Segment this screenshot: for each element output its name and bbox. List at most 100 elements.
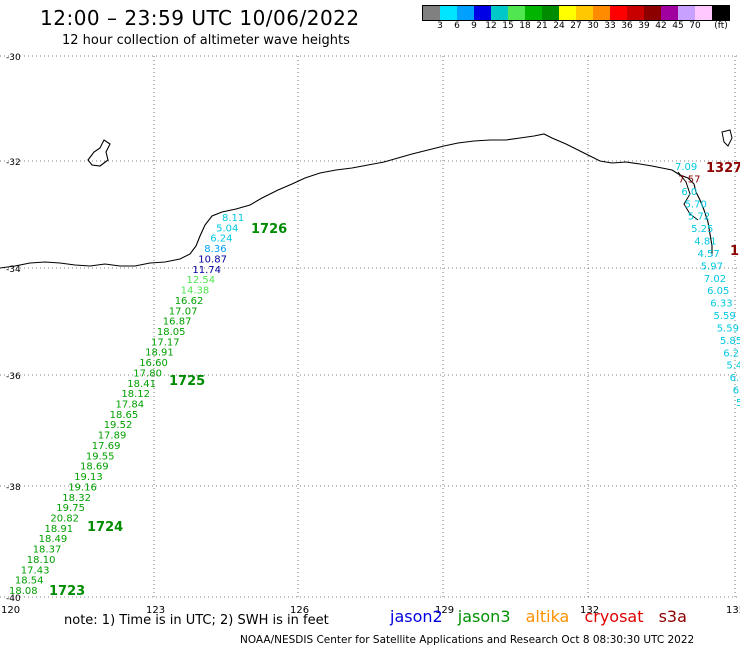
color-swatch — [474, 6, 491, 20]
color-swatch — [440, 6, 457, 20]
wave-height-value: 18.65 — [110, 410, 139, 421]
color-swatch — [542, 6, 559, 20]
legend-jason2: jason2 — [390, 607, 443, 626]
color-swatch — [593, 6, 610, 20]
wave-height-value: 17.69 — [92, 441, 121, 452]
color-swatch — [457, 6, 474, 20]
wave-height-value: 5.4 — [726, 361, 740, 372]
color-swatch — [576, 6, 593, 20]
color-scale-label: 18 — [519, 21, 531, 31]
wave-height-value: 6. — [733, 386, 740, 397]
legend-jason3: jason3 — [457, 607, 511, 626]
lon-label: 126 — [290, 605, 309, 616]
wave-height-value: 6.0 — [730, 373, 740, 384]
color-scale-label: 12 — [485, 21, 497, 31]
color-swatch — [525, 6, 542, 20]
track-east: 7.097.576.05.705.725.254.814.575.977.026… — [675, 162, 740, 409]
wave-height-value: 6.2 — [723, 348, 739, 359]
wave-height-value: 18.37 — [33, 545, 62, 556]
color-scale-bar — [422, 5, 730, 21]
lon-label: 123 — [146, 605, 165, 616]
wave-height-value: 6.0 — [681, 187, 697, 198]
color-swatch — [491, 6, 508, 20]
color-scale-label: 24 — [553, 21, 565, 31]
color-scale-label: 9 — [471, 21, 477, 31]
wave-height-value: 19.75 — [56, 503, 85, 514]
wave-height-value: 18.10 — [27, 555, 56, 566]
color-swatch — [695, 6, 712, 20]
pass-label-1724: 1724 — [87, 520, 123, 535]
lat-label: -32 — [6, 158, 21, 168]
wave-height-value: 18.05 — [157, 327, 186, 338]
color-scale-label: 33 — [604, 21, 616, 31]
lon-label: 132 — [580, 605, 599, 616]
lon-label: 129 — [435, 605, 454, 616]
coastline — [0, 133, 713, 269]
color-scale-label: 45 — [672, 21, 684, 31]
gulf-coast — [677, 171, 699, 221]
wave-height-value: 12.54 — [187, 275, 216, 286]
lat-label: -38 — [6, 483, 21, 493]
wave-height-value: 6.33 — [710, 299, 732, 310]
lat-label: -34 — [6, 265, 21, 275]
wave-height-value: 5 — [736, 398, 740, 409]
wave-height-value: 18.91 — [145, 348, 174, 359]
pass-label-1725: 1725 — [169, 374, 205, 389]
wave-height-value: 11.74 — [192, 265, 221, 276]
lat-label: -40 — [6, 594, 21, 604]
wave-height-value: 16.87 — [163, 317, 192, 328]
legend-altika: altika — [525, 607, 570, 626]
wave-height-value: 7.02 — [704, 274, 726, 285]
wave-height-value: 8.36 — [204, 244, 226, 255]
color-scale-label: 6 — [454, 21, 460, 31]
color-swatch — [627, 6, 644, 20]
lat-label: -30 — [6, 53, 21, 63]
wave-height-value: 18.12 — [121, 389, 150, 400]
color-scale-label: 42 — [655, 21, 667, 31]
color-swatch — [712, 6, 729, 20]
wave-height-value: 17.17 — [151, 337, 180, 348]
wave-height-value: 17.07 — [169, 306, 198, 317]
wave-height-value: 18.32 — [62, 493, 91, 504]
color-scale-label: 3 — [437, 21, 443, 31]
color-swatch — [423, 6, 440, 20]
color-scale-label: 30 — [587, 21, 599, 31]
wave-height-value: 18.49 — [39, 534, 68, 545]
wave-height-value: 4.57 — [698, 249, 720, 260]
wave-height-value: 8.11 — [222, 213, 244, 224]
credit-line: NOAA/NESDIS Center for Satellite Applica… — [240, 634, 695, 646]
color-swatch — [559, 6, 576, 20]
color-scale-labels: 3 6 9 12 15 18 21 24 27 30 33 36 39 42 45 70 (ft) — [422, 21, 740, 33]
longitude-labels: 120 123 126 129 132 135 — [1, 605, 740, 616]
wave-height-value: 7.09 — [675, 162, 697, 173]
pass-labels: 1726 1725 1724 1723 1327 1 — [49, 161, 740, 599]
wave-height-value: 18.08 — [9, 586, 38, 597]
color-scale-label: 39 — [638, 21, 650, 31]
wave-height-value: 14.38 — [181, 286, 210, 297]
lon-label: 135 — [726, 605, 740, 616]
track-west: 8.115.046.248.3610.8711.7412.5414.3816.6… — [9, 213, 244, 597]
wave-height-value: 18.91 — [45, 524, 74, 535]
wave-height-value: 19.52 — [104, 420, 133, 431]
island-east — [721, 129, 733, 147]
legend-s3a: s3a — [658, 607, 687, 626]
wave-height-value: 20.82 — [50, 514, 79, 525]
color-swatch — [644, 6, 661, 20]
wave-height-value: 19.16 — [68, 482, 97, 493]
pass-label-1: 1 — [730, 244, 739, 259]
wave-height-value: 5.97 — [701, 261, 723, 272]
wave-height-value: 5.04 — [216, 223, 238, 234]
pass-label-1723: 1723 — [49, 584, 85, 599]
wave-height-value: 18.69 — [80, 462, 109, 473]
grid — [0, 55, 740, 600]
pass-label-1726: 1726 — [251, 222, 287, 237]
wave-height-value: 18.54 — [15, 576, 44, 587]
lat-label: -36 — [6, 372, 21, 382]
wave-height-value: 5.59 — [717, 324, 739, 335]
kangaroo-island — [87, 139, 111, 167]
wave-height-value: 19.13 — [74, 472, 103, 483]
color-scale-unit: (ft) — [714, 21, 728, 31]
wave-height-value: 6.24 — [210, 234, 232, 245]
pass-label-1327: 1327 — [706, 161, 740, 176]
